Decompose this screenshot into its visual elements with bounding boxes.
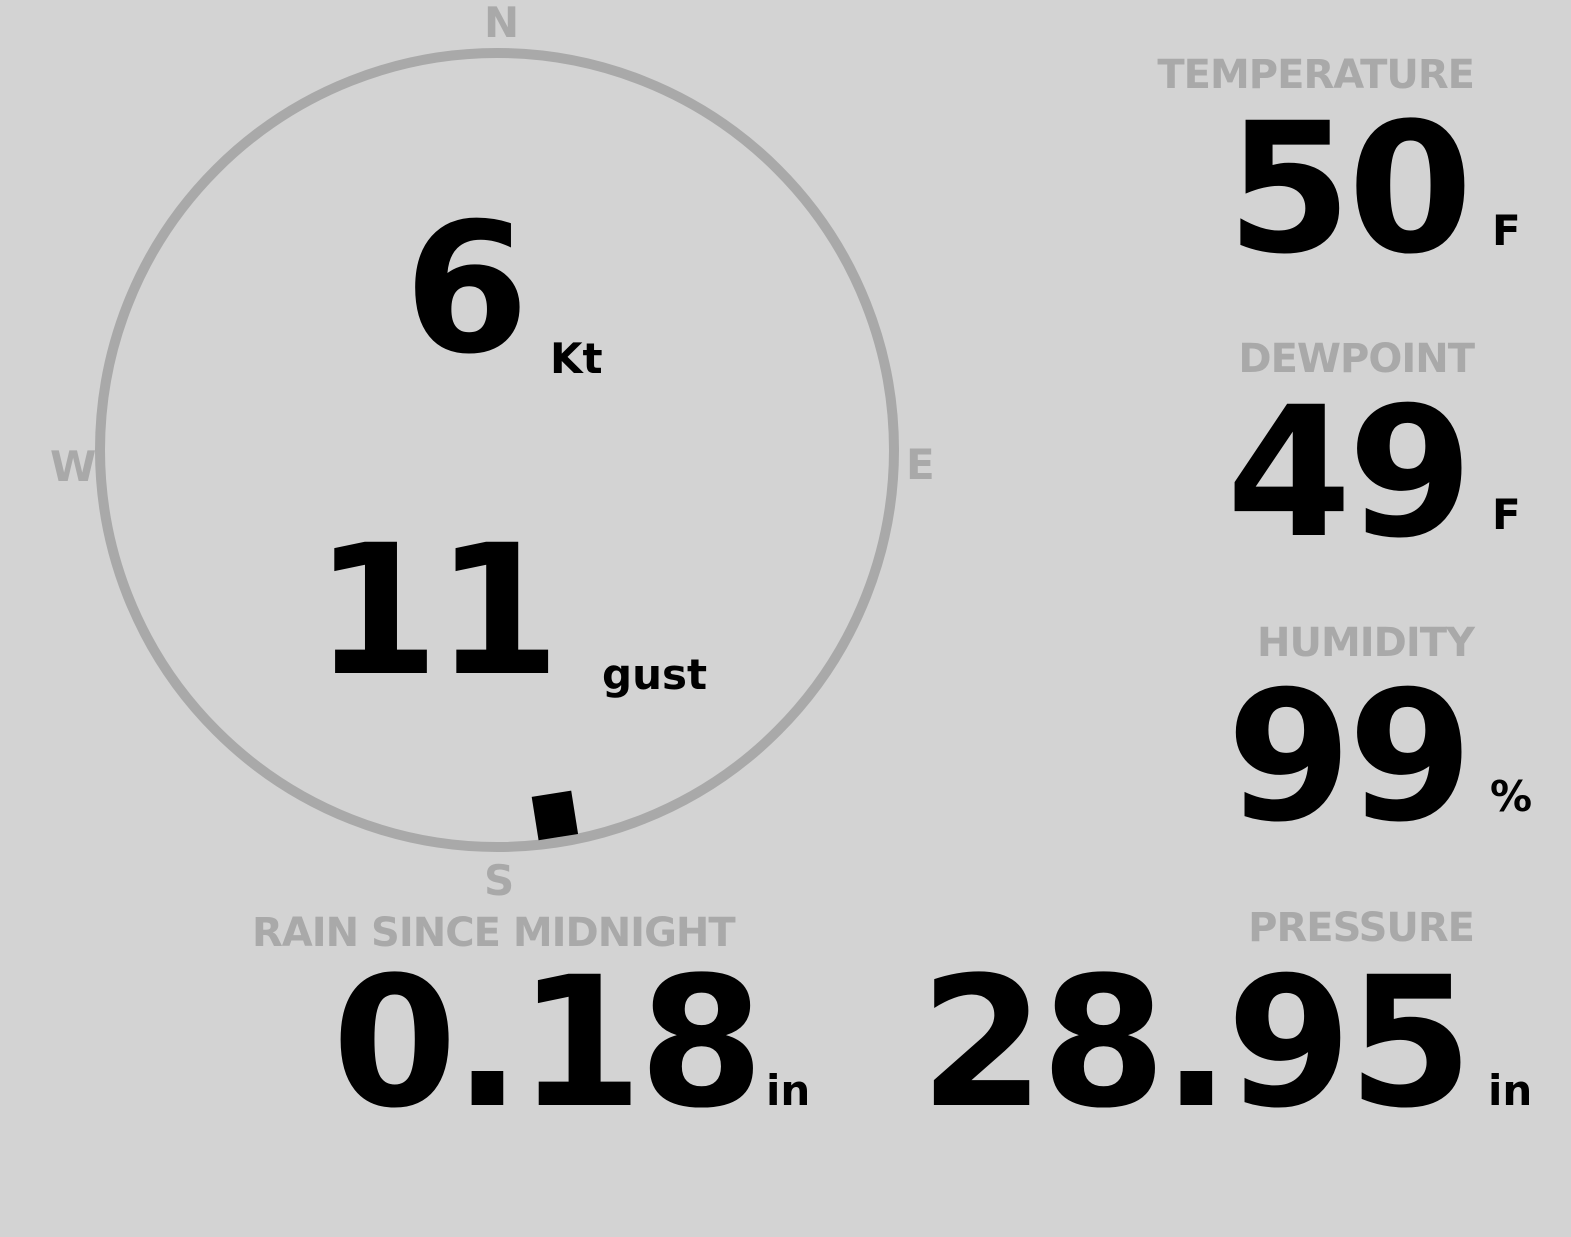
dewpoint-value: 49 (1226, 369, 1473, 578)
wind-direction-marker (531, 790, 579, 841)
cardinal-e: E (906, 440, 935, 489)
humidity-label: HUMIDITY (1257, 620, 1475, 666)
cardinal-s: S (484, 856, 515, 905)
wind-speed-value: 6 (404, 185, 529, 394)
rain-label: RAIN SINCE MIDNIGHT (252, 910, 736, 956)
pressure-label: PRESSURE (1248, 905, 1475, 951)
rain-unit: in (766, 1066, 811, 1115)
humidity-value: 99 (1226, 653, 1473, 862)
wind-gust-unit: gust (602, 650, 708, 699)
pressure-value: 28.95 (919, 939, 1473, 1148)
wind-speed-unit: Kt (550, 334, 603, 383)
dewpoint-label: DEWPOINT (1238, 336, 1475, 382)
temperature-unit: F (1492, 206, 1521, 255)
temperature-label: TEMPERATURE (1157, 52, 1475, 98)
compass-ring (95, 48, 899, 852)
humidity-unit: % (1490, 772, 1533, 821)
rain-value: 0.18 (332, 939, 764, 1148)
temperature-value: 50 (1226, 85, 1473, 294)
cardinal-w: W (50, 442, 97, 491)
pressure-unit: in (1488, 1066, 1533, 1115)
cardinal-n: N (484, 0, 520, 47)
wind-gust-value: 11 (314, 507, 560, 716)
dewpoint-unit: F (1492, 490, 1521, 539)
